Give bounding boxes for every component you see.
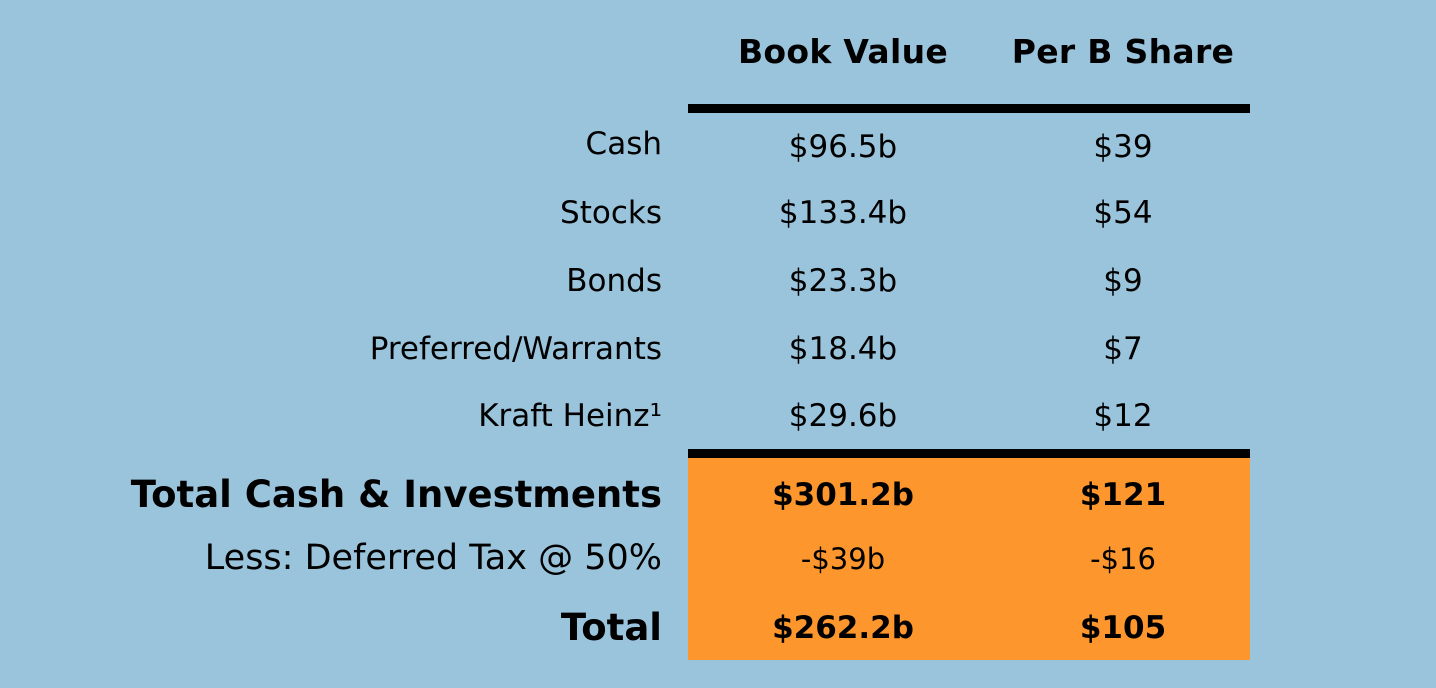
book-value-cell: $133.4b [778,195,908,231]
totals-highlight [688,458,1250,660]
row-label: Bonds [566,263,662,299]
per-share-cell: $9 [1103,263,1143,299]
book-value-cell: $23.3b [788,263,898,299]
row-label: Less: Deferred Tax @ 50% [204,538,662,578]
per-share-cell: $12 [1093,398,1153,434]
totals-divider [688,449,1250,458]
book-value-cell: $29.6b [788,398,898,434]
per-share-cell: $105 [1079,610,1167,646]
per-share-cell: $7 [1103,331,1143,367]
book-value-cell: $96.5b [788,129,898,165]
per-share-cell: $121 [1079,477,1167,513]
book-value-cell: $262.2b [772,610,914,646]
row-label: Cash [585,126,662,162]
row-label: Total [560,606,662,649]
row-label: Stocks [560,195,662,231]
row-label: Total Cash & Investments [130,473,662,516]
row-label: Kraft Heinz¹ [478,398,662,434]
book-value-cell: $18.4b [788,331,898,367]
header-divider [688,104,1250,113]
per-share-cell: -$16 [1090,542,1156,576]
book-value-cell: $301.2b [772,477,914,513]
per-share-cell: $54 [1093,195,1153,231]
row-label: Preferred/Warrants [369,331,662,367]
column-header-per-share: Per B Share [1011,32,1235,71]
per-share-cell: $39 [1093,129,1153,165]
book-value-cell: -$39b [800,542,886,576]
column-header-book-value: Book Value [737,32,949,71]
